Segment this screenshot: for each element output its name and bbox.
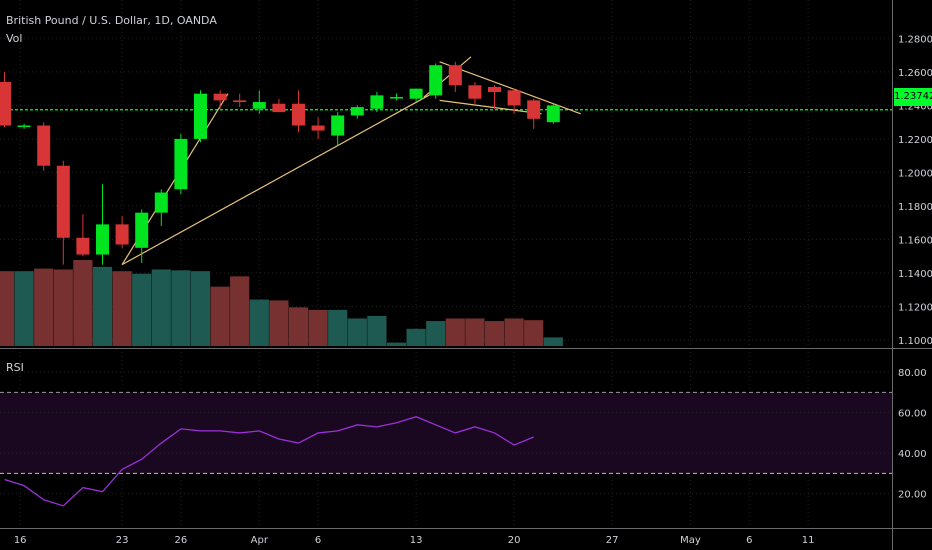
candle-body bbox=[154, 192, 168, 213]
candle-body bbox=[488, 86, 501, 92]
price-tick-label: 1.10000 bbox=[898, 336, 932, 347]
volume-bar bbox=[465, 318, 485, 346]
volume-bar bbox=[269, 300, 289, 346]
volume-bar bbox=[34, 268, 54, 346]
volume-bar bbox=[426, 321, 446, 346]
candle-body bbox=[56, 165, 70, 238]
candle-body bbox=[17, 125, 31, 128]
candle-body bbox=[429, 65, 443, 96]
volume-bar bbox=[132, 273, 152, 346]
volume-bar bbox=[308, 309, 328, 346]
candle-body bbox=[370, 95, 384, 109]
price-tick-label: 1.16000 bbox=[898, 235, 932, 246]
x-tick-label: 13 bbox=[410, 535, 423, 546]
candle-body bbox=[252, 102, 266, 109]
x-tick-label: 6 bbox=[315, 535, 321, 546]
volume-bar bbox=[288, 307, 309, 346]
volume-bar bbox=[484, 321, 505, 346]
volume-bar bbox=[504, 318, 524, 346]
x-tick-label: 11 bbox=[802, 535, 815, 546]
x-tick-label: 23 bbox=[116, 535, 129, 546]
volume-bar bbox=[210, 286, 230, 346]
volume-bar bbox=[171, 270, 191, 346]
rsi-tick-label: 20.00 bbox=[898, 490, 927, 501]
volume-bar bbox=[347, 318, 367, 346]
volume-bar bbox=[230, 276, 250, 346]
rsi-tick-label: 40.00 bbox=[898, 449, 927, 460]
x-tick-label: Apr bbox=[251, 535, 269, 546]
volume-bar bbox=[53, 269, 73, 346]
volume-bar bbox=[386, 342, 407, 346]
volume-bar bbox=[524, 320, 544, 346]
price-tick-label: 1.20000 bbox=[898, 168, 932, 179]
volume-bar bbox=[112, 271, 132, 346]
volume-bar bbox=[190, 271, 211, 346]
candle-body bbox=[546, 105, 560, 123]
candle-body bbox=[213, 93, 227, 101]
chart-title: British Pound / U.S. Dollar, 1D, OANDA bbox=[6, 14, 217, 27]
volume-bar bbox=[73, 260, 93, 346]
candle-body bbox=[272, 103, 286, 113]
candle-body bbox=[115, 224, 129, 245]
volume-bar bbox=[92, 266, 113, 346]
x-tick-label: 27 bbox=[606, 535, 619, 546]
candle-body bbox=[174, 138, 188, 190]
price-tick-label: 1.22000 bbox=[898, 135, 932, 146]
rsi-tick-label: 60.00 bbox=[898, 409, 927, 420]
rsi-tick-label: 80.00 bbox=[898, 368, 927, 379]
volume-bar bbox=[367, 315, 387, 346]
candle-body bbox=[96, 224, 109, 255]
volume-bar bbox=[328, 309, 348, 346]
x-tick-label: 26 bbox=[175, 535, 188, 546]
trend-line bbox=[439, 61, 581, 115]
price-tick-label: 1.26000 bbox=[898, 68, 932, 79]
x-tick-label: May bbox=[680, 535, 701, 546]
trend-line bbox=[121, 93, 433, 266]
x-tick-label: 6 bbox=[746, 535, 752, 546]
candle-body bbox=[0, 81, 11, 126]
volume-bar bbox=[14, 271, 34, 346]
candle-body bbox=[194, 93, 207, 139]
candle-body bbox=[135, 212, 149, 248]
candle-body bbox=[448, 65, 462, 86]
rsi-band bbox=[0, 392, 892, 474]
candle-body bbox=[468, 85, 482, 99]
volume-bar bbox=[0, 271, 15, 346]
volume-bar bbox=[249, 299, 269, 346]
candle-body bbox=[76, 237, 90, 255]
trend-line bbox=[439, 99, 542, 115]
volume-bar bbox=[543, 337, 563, 346]
volume-bar bbox=[151, 269, 171, 346]
candle-body bbox=[292, 103, 305, 126]
candle-body bbox=[350, 107, 364, 116]
price-tick-label: 1.24000 bbox=[898, 101, 932, 112]
candle-body bbox=[527, 100, 541, 119]
volume-bar bbox=[445, 318, 465, 346]
rsi-line bbox=[4, 416, 534, 507]
volume-label: Vol bbox=[6, 32, 23, 45]
candle-body bbox=[390, 97, 403, 99]
x-tick-label: 20 bbox=[508, 535, 521, 546]
price-tick-label: 1.18000 bbox=[898, 202, 932, 213]
price-tick-label: 1.14000 bbox=[898, 269, 932, 280]
price-tick-label: 1.12000 bbox=[898, 302, 932, 313]
candle-body bbox=[409, 88, 423, 99]
volume-bar bbox=[406, 328, 426, 346]
candle-body bbox=[311, 125, 325, 131]
x-tick-label: 16 bbox=[14, 535, 27, 546]
candle-body bbox=[507, 90, 521, 106]
candle-body bbox=[331, 115, 345, 136]
price-tick-label: 1.28000 bbox=[898, 34, 932, 45]
rsi-label: RSI bbox=[6, 361, 24, 374]
candle-body bbox=[233, 100, 247, 103]
candle-body bbox=[37, 125, 51, 166]
last-price-badge: 1.23742 bbox=[894, 88, 932, 106]
